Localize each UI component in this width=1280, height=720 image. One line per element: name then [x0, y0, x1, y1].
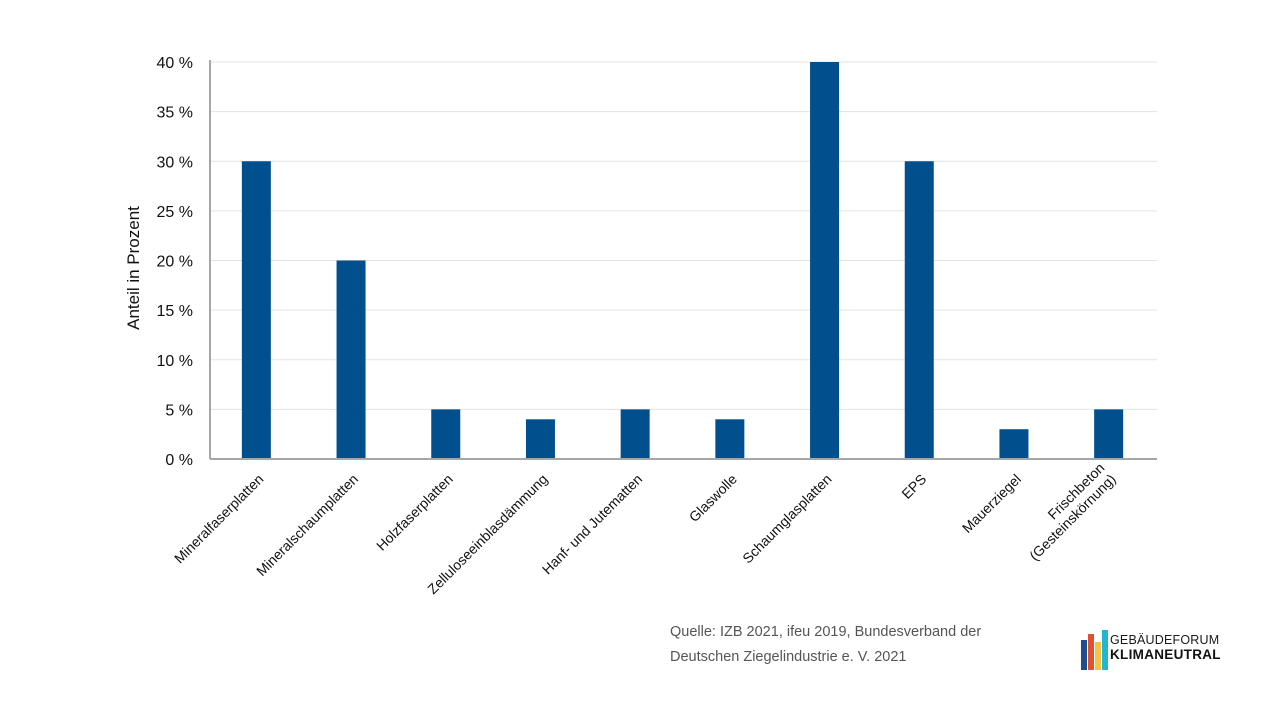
y-tick-label: 5 % — [165, 402, 193, 419]
axes — [209, 60, 1157, 460]
gridlines — [210, 61, 1157, 410]
x-tick-label: Hanf- und Jutematten — [539, 471, 646, 578]
bar — [1094, 409, 1124, 459]
x-tick-label-line: Holzfaserplatten — [373, 471, 456, 554]
logo-wordmark: GEBÄUDEFORUM KLIMANEUTRAL — [1110, 633, 1221, 662]
x-tick-label: Schaumglasplatten — [739, 471, 835, 567]
bar — [620, 409, 650, 459]
source-line-2: Deutschen Ziegelindustrie e. V. 2021 — [670, 649, 907, 665]
x-tick-label: EPS — [898, 471, 929, 502]
logo-bar — [1102, 630, 1108, 670]
gebaeudeforum-logo: GEBÄUDEFORUM KLIMANEUTRAL — [1080, 627, 1230, 673]
bar — [336, 260, 366, 459]
x-tick-label: Holzfaserplatten — [373, 471, 456, 554]
x-tick-label-line: Schaumglasplatten — [739, 471, 835, 567]
y-tick-labels: 0 % 5 % 10 % 15 % 20 % 25 % 30 % 35 % 40 % — [157, 55, 193, 469]
x-tick-label-line: Mineralschaumplatten — [253, 471, 361, 579]
x-tick-label: Glaswolle — [686, 471, 740, 525]
bars — [241, 62, 1124, 459]
x-tick-label: Mineralschaumplatten — [253, 471, 361, 579]
bar — [810, 62, 840, 459]
x-tick-label-line: Glaswolle — [686, 471, 740, 525]
x-tick-label-line: Mauerziegel — [959, 471, 1024, 536]
y-tick-label: 35 % — [157, 105, 193, 122]
x-tick-label-line: Mineralfaserplatten — [171, 471, 267, 567]
x-tick-label: Mauerziegel — [959, 471, 1024, 536]
y-tick-label: 15 % — [157, 303, 193, 320]
logo-bar — [1081, 640, 1087, 670]
logo-mark-icon — [1080, 627, 1110, 673]
y-tick-label: 20 % — [157, 254, 193, 271]
bar — [241, 161, 271, 459]
source-note: Quelle: IZB 2021, ifeu 2019, Bundesverba… — [670, 620, 1050, 670]
bar — [999, 429, 1029, 459]
y-tick-label: 30 % — [157, 154, 193, 171]
y-tick-label: 25 % — [157, 204, 193, 221]
logo-line-2: KLIMANEUTRAL — [1110, 647, 1221, 662]
source-line-1: Quelle: IZB 2021, ifeu 2019, Bundesverba… — [670, 624, 982, 640]
x-tick-label-line: EPS — [898, 471, 929, 502]
x-tick-label-line: Hanf- und Jutematten — [539, 471, 646, 578]
x-tick-label: Mineralfaserplatten — [171, 471, 267, 567]
y-tick-label: 0 % — [165, 452, 193, 469]
bar — [715, 419, 745, 459]
bar — [431, 409, 461, 459]
y-tick-label: 10 % — [157, 353, 193, 370]
y-tick-label: 40 % — [157, 55, 193, 72]
logo-bar — [1095, 642, 1101, 670]
y-axis-title: Anteil in Prozent — [124, 206, 143, 330]
bar — [904, 161, 934, 459]
x-tick-label: Frischbeton(Gesteinskörnung) — [1026, 459, 1119, 563]
logo-bar — [1088, 634, 1094, 670]
bar — [525, 419, 555, 459]
logo-line-1: GEBÄUDEFORUM — [1110, 633, 1220, 647]
